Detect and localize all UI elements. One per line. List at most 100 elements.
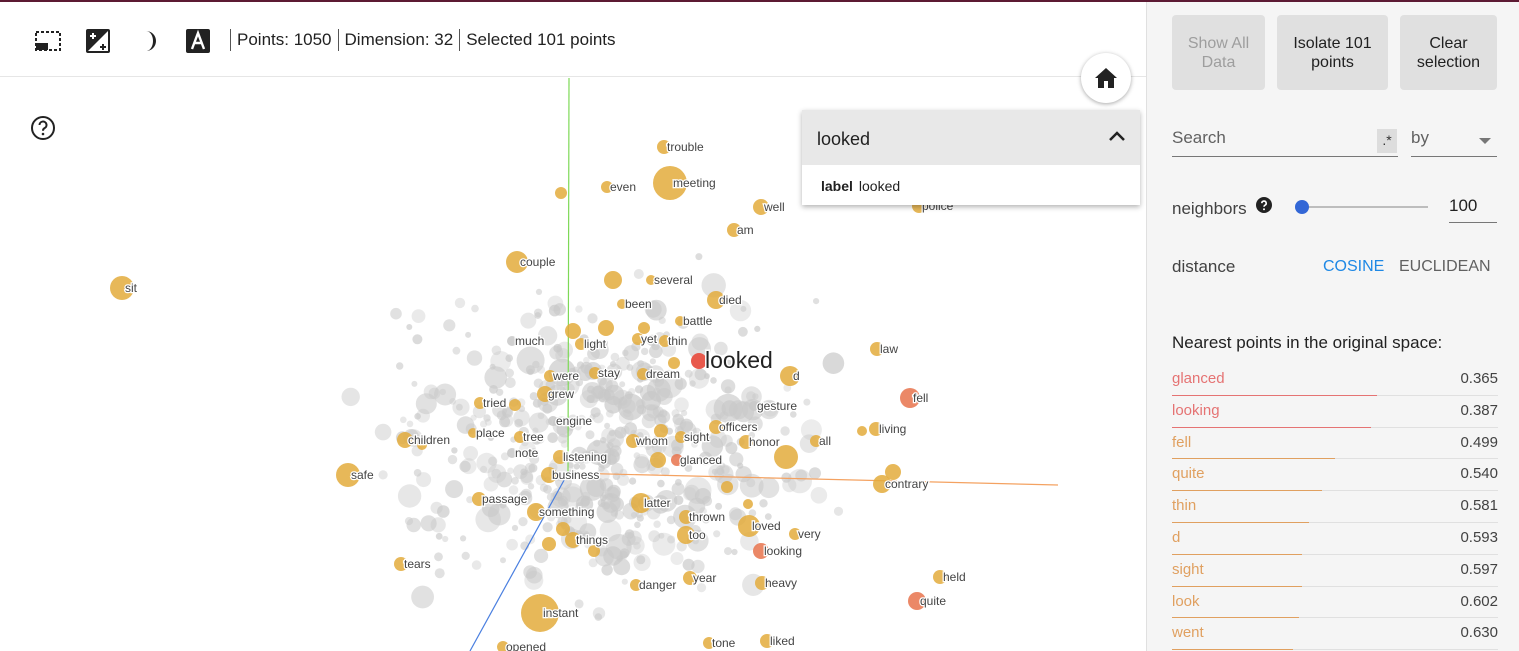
point[interactable] — [667, 535, 676, 544]
point[interactable] — [615, 356, 630, 371]
point-label[interactable]: thrown — [688, 509, 727, 526]
point-label[interactable]: tears — [403, 556, 432, 573]
point[interactable] — [567, 469, 578, 480]
point[interactable] — [754, 325, 761, 332]
point[interactable] — [682, 487, 697, 501]
neighbors-input[interactable]: 100 — [1449, 196, 1497, 223]
point-label[interactable]: held — [942, 569, 967, 586]
point[interactable] — [653, 520, 661, 528]
selected-point[interactable] — [638, 322, 650, 334]
point-label[interactable]: opened — [505, 639, 548, 651]
selected-point[interactable] — [870, 342, 884, 356]
point[interactable] — [580, 496, 591, 506]
selected-point[interactable] — [857, 426, 867, 436]
point[interactable] — [610, 509, 618, 517]
point[interactable] — [593, 439, 601, 447]
point[interactable] — [411, 585, 434, 609]
point[interactable] — [575, 305, 583, 313]
point[interactable] — [484, 366, 508, 389]
selected-point[interactable] — [727, 223, 741, 237]
point[interactable] — [762, 400, 779, 417]
point[interactable] — [658, 532, 665, 539]
point[interactable] — [629, 477, 637, 485]
point[interactable] — [488, 456, 498, 466]
point[interactable] — [577, 414, 586, 423]
point[interactable] — [532, 398, 542, 408]
dropdown-row[interactable]: label looked — [821, 178, 900, 194]
point[interactable] — [592, 412, 604, 424]
point[interactable] — [739, 473, 764, 498]
point[interactable] — [585, 430, 595, 440]
point[interactable] — [738, 326, 748, 337]
focus-point[interactable] — [691, 353, 707, 369]
point[interactable] — [491, 345, 502, 356]
point[interactable] — [630, 512, 637, 518]
point[interactable] — [575, 378, 584, 387]
point-label[interactable]: fell — [912, 390, 930, 407]
point[interactable] — [487, 502, 511, 526]
point[interactable] — [586, 394, 595, 404]
selected-point[interactable] — [657, 140, 671, 154]
selected-point[interactable] — [506, 251, 528, 273]
point[interactable] — [535, 288, 543, 295]
search-by-select[interactable]: by — [1411, 128, 1497, 157]
point[interactable] — [634, 521, 641, 529]
point[interactable] — [576, 502, 584, 509]
point[interactable] — [604, 422, 611, 429]
point[interactable] — [563, 483, 583, 503]
point[interactable] — [833, 506, 844, 516]
embedding-scatter-plot[interactable]: trouble even meeting well police am couple seve… — [0, 78, 1146, 651]
point[interactable] — [671, 409, 680, 418]
point[interactable] — [703, 373, 710, 380]
point[interactable] — [430, 501, 443, 514]
point[interactable] — [587, 313, 598, 324]
selected-point[interactable] — [637, 368, 649, 380]
selected-point[interactable] — [541, 467, 557, 483]
point[interactable] — [601, 339, 609, 346]
point[interactable] — [406, 517, 421, 533]
point[interactable] — [518, 517, 528, 527]
chevron-up-icon[interactable] — [1108, 130, 1126, 142]
point[interactable] — [520, 312, 537, 329]
point[interactable] — [752, 393, 759, 400]
nearest-point-row[interactable]: glanced 0.365 — [1172, 364, 1498, 396]
point[interactable] — [451, 447, 458, 454]
point[interactable] — [626, 364, 634, 371]
point[interactable] — [483, 476, 499, 492]
selected-point[interactable] — [709, 420, 723, 434]
point[interactable] — [528, 463, 538, 473]
selected-point[interactable] — [336, 463, 360, 487]
point[interactable] — [641, 347, 649, 356]
point[interactable] — [710, 377, 717, 384]
point[interactable] — [764, 513, 772, 520]
point-label[interactable]: year — [692, 570, 718, 587]
night-mode-icon[interactable] — [83, 26, 113, 56]
point[interactable] — [720, 434, 733, 447]
selected-point[interactable] — [589, 367, 601, 379]
selected-point[interactable] — [601, 181, 613, 193]
point-label[interactable]: been — [624, 296, 653, 313]
selected-point[interactable] — [810, 435, 822, 447]
selected-point[interactable] — [537, 386, 553, 402]
point[interactable] — [674, 397, 689, 413]
point[interactable] — [694, 368, 707, 381]
point[interactable] — [411, 309, 426, 323]
point[interactable] — [655, 490, 678, 512]
point[interactable] — [460, 458, 477, 475]
point[interactable] — [608, 429, 616, 437]
point[interactable] — [412, 334, 423, 345]
point[interactable] — [454, 297, 466, 309]
point[interactable] — [400, 416, 407, 424]
point[interactable] — [670, 552, 684, 565]
point[interactable] — [696, 583, 707, 593]
point-label[interactable]: listening — [562, 449, 609, 466]
point[interactable] — [621, 578, 628, 585]
point[interactable] — [505, 354, 513, 363]
nearest-point-row[interactable]: went 0.630 — [1172, 618, 1498, 651]
point[interactable] — [803, 398, 811, 406]
point[interactable] — [567, 462, 574, 469]
point[interactable] — [628, 388, 636, 396]
point[interactable] — [570, 446, 588, 464]
point[interactable] — [705, 399, 726, 420]
point[interactable] — [728, 507, 742, 521]
